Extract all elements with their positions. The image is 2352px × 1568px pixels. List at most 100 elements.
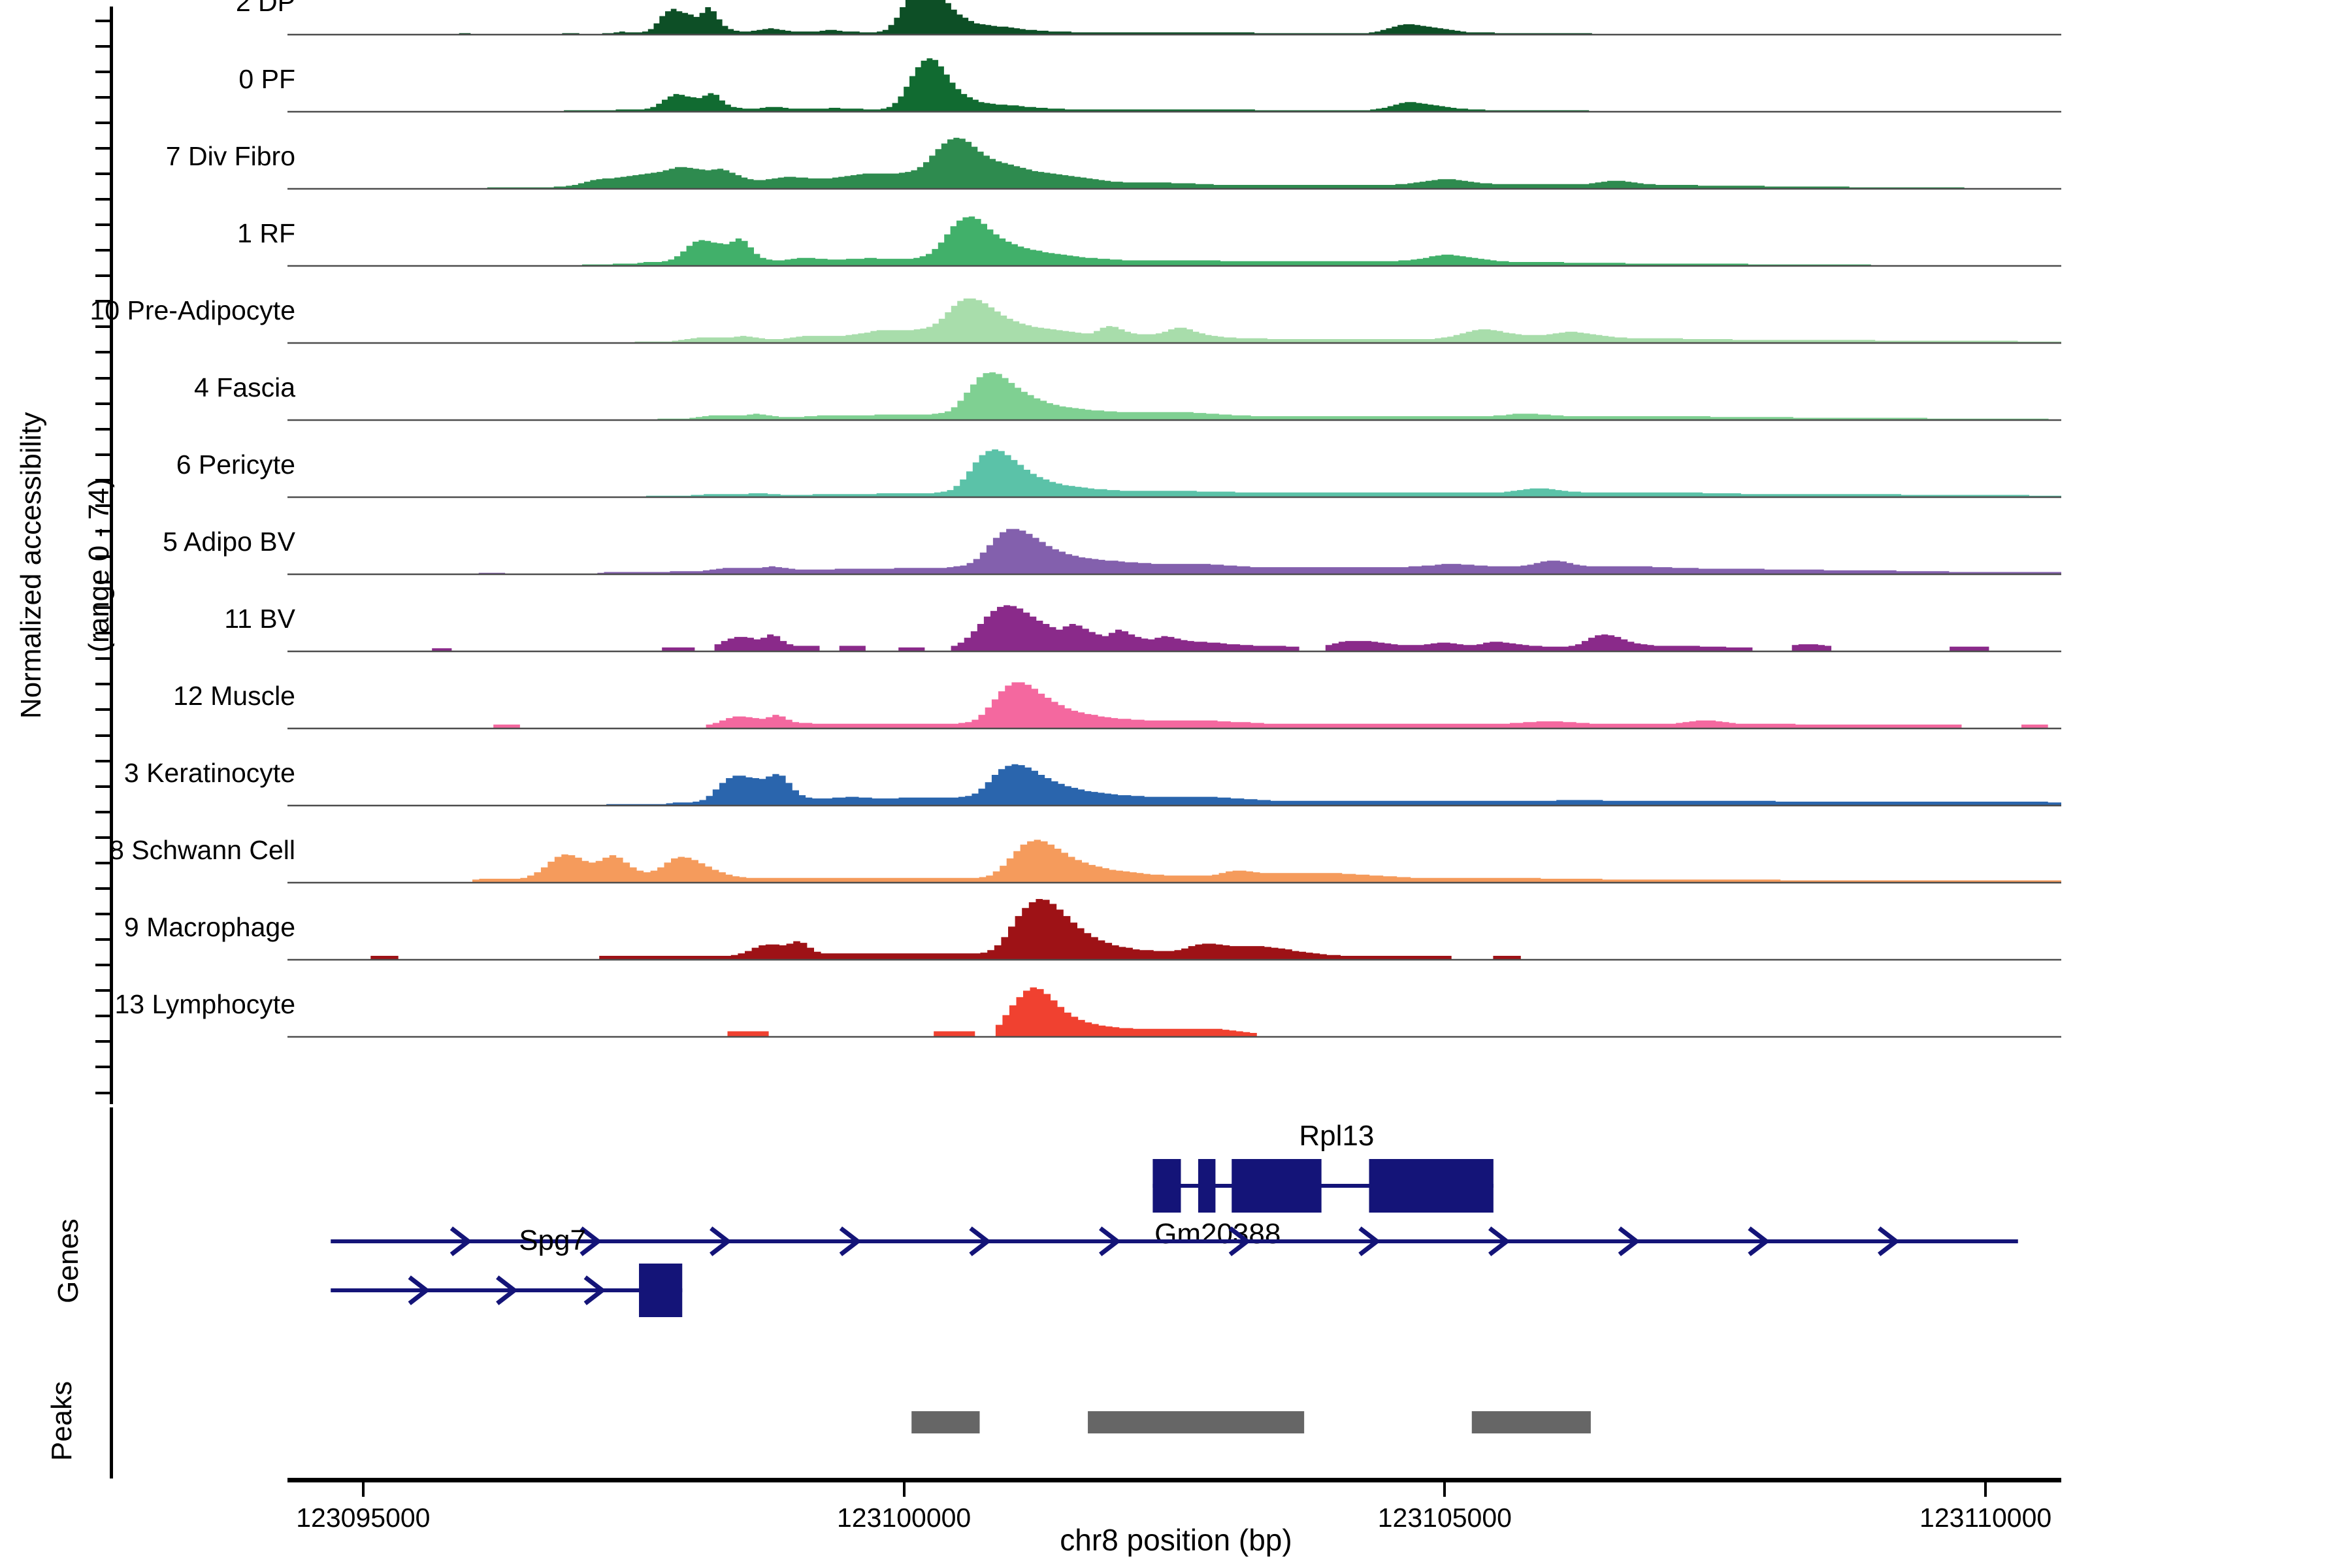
coverage-track-7-div-fibro <box>287 137 2061 190</box>
y-axis-tick <box>95 95 110 99</box>
coverage-track-6-pericyte <box>287 449 2061 498</box>
gene-strand-arrow-icon <box>583 1275 606 1305</box>
x-axis-tick <box>1984 1482 1987 1497</box>
y-axis-tick <box>95 683 110 686</box>
y-axis-tick <box>95 325 110 329</box>
coverage-track-1-rf <box>287 216 2061 267</box>
coverage-track-4-fascia <box>287 372 2061 421</box>
peak-bar <box>1471 1411 1591 1433</box>
y-axis-tick <box>95 300 110 303</box>
gene-exon-box <box>1198 1159 1216 1213</box>
gene-strand-arrow-icon <box>710 1226 732 1256</box>
genes-section-spine <box>110 1107 113 1382</box>
coverage-area <box>287 449 2061 497</box>
track-label-6-pericyte: 6 Pericyte <box>176 449 295 480</box>
y-axis-tick <box>95 249 110 252</box>
coverage-area <box>287 58 2061 111</box>
gene-exon-box <box>639 1264 683 1317</box>
y-axis-tick <box>95 1015 110 1018</box>
y-axis-tick <box>95 785 110 788</box>
gene-strand-arrow-icon <box>580 1226 602 1256</box>
gene-strand-arrow-icon <box>1099 1226 1121 1256</box>
coverage-track-3-keratinocyte <box>287 764 2061 807</box>
coverage-area <box>287 216 2061 265</box>
y-axis-tick <box>95 606 110 610</box>
y-axis-tick <box>95 555 110 558</box>
gene-strand-arrow-icon <box>496 1275 518 1305</box>
gene-name-label: Rpl13 <box>1299 1120 1374 1152</box>
x-axis-tick-label: 123095000 <box>296 1503 431 1533</box>
gene-exon-box <box>1232 1159 1322 1213</box>
y-axis-tick <box>95 146 110 150</box>
track-label-4-fascia: 4 Fascia <box>194 372 295 402</box>
coverage-track-8-schwann-cell <box>287 840 2061 884</box>
x-axis-title: chr8 position (bp) <box>1060 1523 1292 1557</box>
y-axis-tick <box>95 938 110 941</box>
coverage-area <box>287 529 2061 574</box>
coverage-area <box>287 764 2061 805</box>
track-label-5-adipo-bv: 5 Adipo BV <box>163 527 295 557</box>
coverage-track-9-macrophage <box>287 899 2061 961</box>
gene-strand-arrow-icon <box>1488 1226 1511 1256</box>
y-axis-tick <box>95 887 110 890</box>
coverage-track-13-lymphocyte <box>287 987 2061 1038</box>
x-axis-spine <box>287 1478 2061 1482</box>
y-axis-tick <box>95 708 110 711</box>
gene-strand-arrow-icon <box>449 1226 472 1256</box>
track-label-10-pre-adipocyte: 10 Pre-Adipocyte <box>90 295 295 325</box>
coverage-track-2-dp <box>287 0 2061 36</box>
y-axis-tick <box>95 172 110 175</box>
y-axis-tick <box>95 581 110 584</box>
gene-strand-arrow-icon <box>408 1275 431 1305</box>
gene-name-label: Gm20388 <box>1154 1218 1281 1250</box>
track-label-11-bv: 11 BV <box>224 604 295 634</box>
y-axis-tick <box>95 861 110 864</box>
x-axis-tick <box>902 1482 906 1497</box>
track-label-9-macrophage: 9 Macrophage <box>123 912 295 942</box>
coverage-area <box>287 298 2061 342</box>
gene-strand-arrow-icon <box>1877 1226 1900 1256</box>
x-axis-tick-label: 123110000 <box>1919 1503 2052 1533</box>
y-axis-tick <box>95 44 110 48</box>
y-axis-spine <box>110 7 113 1104</box>
gene-strand-arrow-icon <box>839 1226 862 1256</box>
y-axis-tick <box>95 121 110 124</box>
track-label-2-dp: 2 DP <box>235 0 295 17</box>
y-axis-tick <box>95 810 110 813</box>
y-axis-tick <box>95 1040 110 1043</box>
track-label-3-keratinocyte: 3 Keratinocyte <box>123 758 295 788</box>
peaks-section-spine <box>110 1371 113 1478</box>
y-axis-tick <box>95 198 110 201</box>
y-axis-tick <box>95 19 110 22</box>
peaks-track <box>911 1411 1591 1433</box>
x-axis-tick-label: 123100000 <box>837 1503 972 1533</box>
coverage-area <box>287 682 2061 728</box>
x-axis-tick <box>361 1482 365 1497</box>
gene-strand-arrow-icon <box>1228 1226 1251 1256</box>
coverage-track-5-adipo-bv <box>287 529 2061 576</box>
y-axis-tick <box>95 453 110 456</box>
coverage-track-12-muscle <box>287 682 2061 730</box>
track-label-7-div-fibro: 7 Div Fibro <box>165 141 295 171</box>
coverage-track-11-bv <box>287 605 2061 653</box>
y-axis-tick <box>95 402 110 405</box>
track-label-1-rf: 1 RF <box>237 218 295 248</box>
y-axis-tick <box>95 274 110 278</box>
y-axis-tick <box>95 632 110 635</box>
y-axis-tick <box>95 70 110 73</box>
coverage-area <box>287 605 2061 651</box>
gene-strand-arrow-icon <box>969 1226 992 1256</box>
coverage-area <box>287 840 2061 882</box>
y-axis-tick <box>95 478 110 482</box>
coverage-panel: 2 DP 0 PF 7 Div Fibro 1 RF 10 Pre-Adipocyte 4… <box>90 0 2061 1104</box>
coverage-area <box>287 987 2061 1036</box>
y-axis-tick <box>95 734 110 737</box>
peak-bar <box>1088 1411 1305 1433</box>
gene-exon-box <box>1369 1159 1494 1213</box>
coverage-area <box>287 0 2061 34</box>
gene-name-label: Spg7 <box>519 1224 586 1256</box>
y-axis-tick <box>95 964 110 967</box>
gene-strand-arrow-icon <box>1618 1226 1641 1256</box>
coverage-area <box>287 372 2061 419</box>
